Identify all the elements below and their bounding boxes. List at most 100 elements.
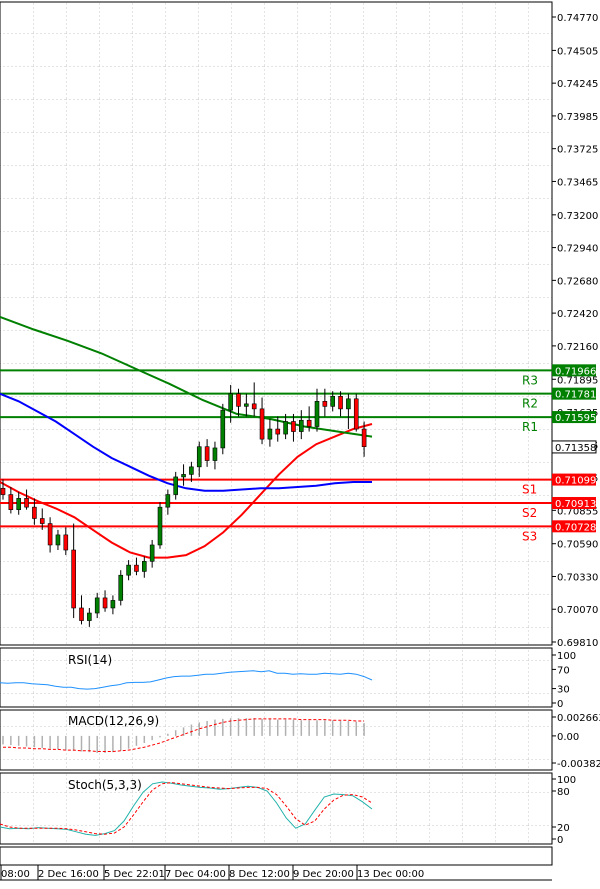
candle: [165, 489, 171, 515]
candle: [39, 508, 45, 530]
candle-body: [87, 612, 92, 621]
candle: [47, 517, 53, 553]
price-tick-label: 0.70855: [557, 506, 598, 517]
candle-body: [251, 403, 257, 410]
candle: [32, 498, 37, 525]
price-tick-label: 0.73985: [557, 112, 598, 123]
bottom-panel: [0, 846, 553, 866]
macd-title: MACD(12,26,9): [68, 714, 159, 728]
candle-body: [16, 498, 22, 510]
candle-body: [149, 544, 155, 562]
current-price-label: 0.71358: [555, 443, 596, 454]
level-value-label: 0.70913: [555, 499, 596, 510]
x-tick-label: 13 Dec 00:00: [357, 869, 424, 880]
candle-body: [189, 466, 194, 475]
price-tick-label: 0.73465: [557, 177, 598, 188]
candle-body: [134, 564, 139, 572]
candle: [228, 384, 233, 423]
stoch-tick-label: 100: [557, 775, 576, 786]
price-tick-label: 0.74505: [557, 46, 598, 57]
candle-body: [126, 564, 131, 576]
candle-body: [259, 408, 265, 440]
candle-body: [165, 494, 171, 508]
candle: [322, 388, 328, 417]
level-name-r1: R1: [522, 420, 538, 434]
candle: [189, 461, 194, 482]
candle-body: [32, 506, 37, 519]
candle-body: [8, 494, 14, 510]
current-price-box: [551, 440, 597, 454]
candle-body: [306, 419, 312, 427]
candle: [79, 595, 84, 625]
candle-body: [196, 446, 202, 468]
candle-body: [291, 421, 296, 432]
candle: [291, 413, 296, 442]
stoch-title: Stoch(5,3,3): [68, 778, 142, 792]
candle-body: [94, 597, 100, 614]
candle-body: [267, 428, 273, 440]
x-tick-label: 5 Dec 22:01: [104, 869, 165, 880]
price-tick-label: 0.72940: [557, 244, 598, 255]
rsi-line: [0, 670, 373, 690]
level-value-box: [552, 411, 596, 424]
macd-tick-label: 0.00: [557, 732, 579, 743]
candle-body: [353, 398, 359, 430]
price-tick-label: 0.72680: [557, 276, 598, 287]
candle: [94, 592, 100, 619]
candle: [126, 560, 131, 581]
moving-average-line: [0, 315, 373, 438]
candle: [298, 410, 304, 440]
candle-body: [71, 549, 76, 609]
level-value-label: 0.71099: [555, 476, 596, 487]
candle: [244, 393, 249, 417]
candle: [212, 441, 218, 470]
price-tick-label: 0.73200: [557, 211, 598, 222]
stoch-tick-label: 20: [557, 823, 570, 834]
price-tick-label: 0.74770: [557, 13, 598, 24]
stoch-tick-label: 0: [557, 835, 563, 846]
level-value-box: [552, 387, 596, 400]
moving-average-line: [0, 423, 373, 559]
candle-body: [322, 401, 328, 407]
candle: [306, 406, 312, 432]
moving-average-line: [0, 392, 372, 492]
price-tick-label: 0.71895: [557, 375, 598, 386]
candle-body: [228, 393, 233, 411]
candle-body: [79, 607, 84, 621]
candle-body: [244, 403, 249, 407]
candle-body: [283, 421, 288, 435]
stoch-tick-label: 80: [557, 787, 570, 798]
price-tick-label: 0.70070: [557, 605, 598, 616]
price-tick-label: 0.70330: [557, 572, 598, 583]
candle: [55, 529, 61, 551]
candle: [346, 393, 351, 430]
candle-body: [330, 395, 336, 407]
rsi-tick-label: 0: [557, 699, 563, 710]
price-tick-label: 0.72420: [557, 309, 598, 320]
candle-body: [47, 523, 53, 546]
rsi-panel: [0, 647, 553, 708]
level-value-box: [552, 520, 596, 533]
x-tick-label: 2 Dec 16:00: [38, 869, 99, 880]
candle: [71, 523, 76, 619]
level-name-s1: S1: [522, 483, 537, 497]
x-tick-label: 08:00: [1, 869, 30, 880]
candle-body: [110, 600, 116, 609]
candle-body: [212, 447, 218, 461]
candle-body: [173, 476, 178, 495]
macd-tick-label: 0.002663: [557, 713, 600, 724]
x-tick-label: 9 Dec 20:00: [293, 869, 354, 880]
level-value-box: [552, 497, 596, 510]
candle: [118, 570, 124, 606]
candle: [102, 590, 108, 612]
candle: [236, 388, 241, 417]
stoch-panel: [0, 772, 553, 845]
candle: [142, 556, 147, 578]
candle-body: [236, 393, 241, 407]
rsi-tick-label: 70: [557, 665, 570, 676]
candle: [204, 439, 210, 467]
candle: [0, 479, 6, 500]
candle-body: [338, 395, 343, 410]
